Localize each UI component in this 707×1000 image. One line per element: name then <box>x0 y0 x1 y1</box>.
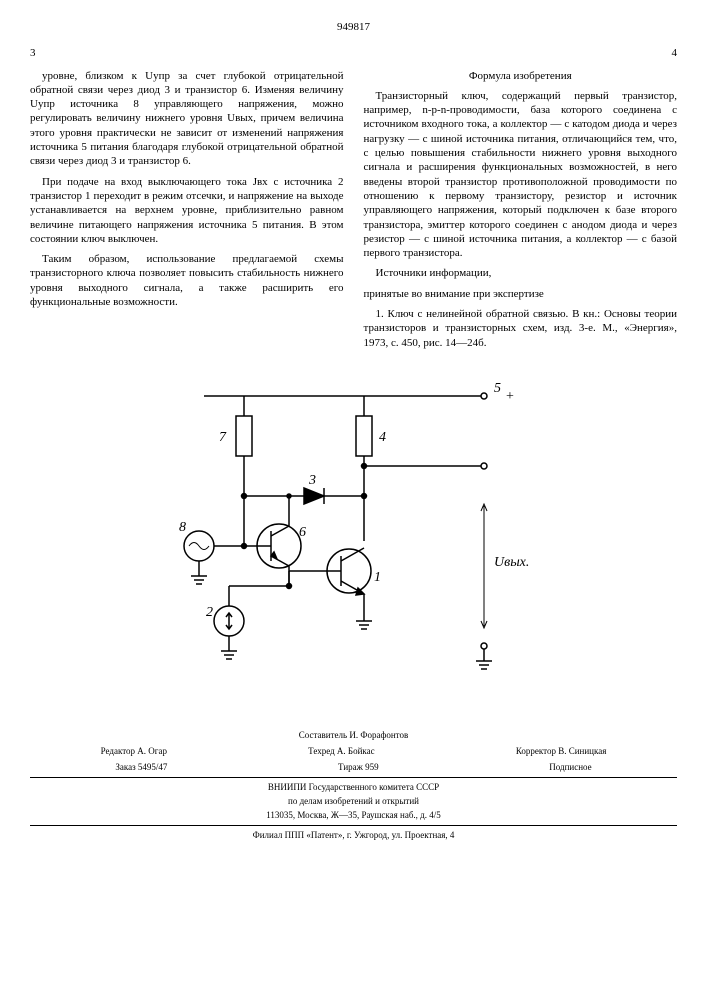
svg-text:4: 4 <box>379 430 386 445</box>
doc-number: 949817 <box>30 20 677 34</box>
org3: Филиал ППП «Патент», г. Ужгород, ул. Про… <box>30 830 677 842</box>
page-left: 3 <box>30 46 36 60</box>
schematic-svg: 5 + 7 4 Uвых. <box>144 376 564 696</box>
compiler: Составитель И. Форафонтов <box>30 730 677 742</box>
org1: ВНИИПИ Государственного комитета СССР <box>30 782 677 794</box>
svg-text:1: 1 <box>374 570 381 585</box>
page-right: 4 <box>672 46 678 60</box>
sources-sub: принятые во внимание при экспертизе <box>364 287 678 301</box>
footer-order: Заказ 5495/47 Тираж 959 Подписное <box>30 762 677 774</box>
col2-para1: Транзисторный ключ, содержащий первый тр… <box>364 89 678 261</box>
formula-title: Формула изобретения <box>364 69 678 83</box>
svg-text:2: 2 <box>206 605 213 620</box>
footer: Составитель И. Форафонтов Редактор А. Ог… <box>30 730 677 842</box>
corrector: Корректор В. Синицкая <box>516 746 607 758</box>
svg-text:8: 8 <box>179 520 186 535</box>
svg-text:3: 3 <box>308 473 316 488</box>
svg-text:7: 7 <box>219 430 227 445</box>
editor: Редактор А. Огар <box>101 746 167 758</box>
circulation: Тираж 959 <box>338 762 379 774</box>
tech: Техред А. Бойкас <box>308 746 374 758</box>
svg-text:5: 5 <box>494 381 501 396</box>
column-left: уровне, близком к Uупр за счет глубокой … <box>30 69 344 356</box>
subscription: Подписное <box>549 762 591 774</box>
svg-text:Uвых.: Uвых. <box>494 555 529 570</box>
column-right: Формула изобретения Транзисторный ключ, … <box>364 69 678 356</box>
source-1: 1. Ключ с нелинейной обратной связью. В … <box>364 307 678 350</box>
svg-text:+: + <box>506 389 514 404</box>
addr1: 113035, Москва, Ж—35, Раушская наб., д. … <box>30 810 677 822</box>
footer-names: Редактор А. Огар Техред А. Бойкас Коррек… <box>30 746 677 758</box>
sources-title: Источники информации, <box>364 266 678 280</box>
page-numbers: 3 4 <box>30 46 677 60</box>
col1-para2: При подаче на вход выключающего тока Jвх… <box>30 175 344 246</box>
col1-para3: Таким образом, использование предлагаемо… <box>30 252 344 309</box>
org2: по делам изобретений и открытий <box>30 796 677 808</box>
col1-para1: уровне, близком к Uупр за счет глубокой … <box>30 69 344 169</box>
circuit-schematic: 5 + 7 4 Uвых. <box>30 376 677 700</box>
text-columns: уровне, близком к Uупр за счет глубокой … <box>30 69 677 356</box>
order: Заказ 5495/47 <box>115 762 167 774</box>
svg-text:6: 6 <box>299 525 306 540</box>
